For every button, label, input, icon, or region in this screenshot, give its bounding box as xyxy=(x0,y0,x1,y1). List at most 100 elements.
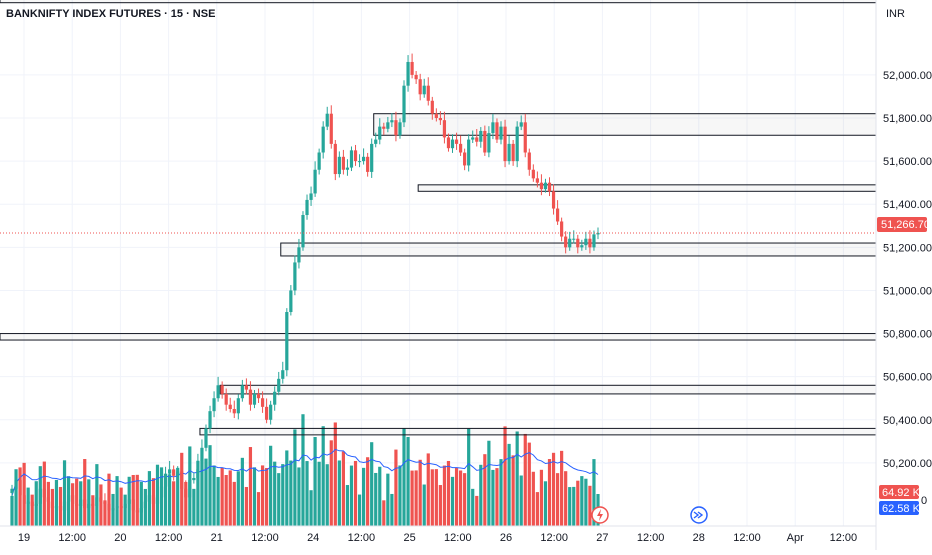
candle-body xyxy=(285,312,289,371)
volume-bar xyxy=(139,481,143,526)
zones xyxy=(0,0,877,436)
x-tick-label: 12:00 xyxy=(637,532,665,544)
candle-body xyxy=(66,495,71,502)
candle-body xyxy=(228,404,232,410)
volume-bar xyxy=(483,454,487,526)
y-tick-label: 50,200.00 xyxy=(883,458,932,470)
volume-bar xyxy=(321,426,325,526)
candle-body xyxy=(531,169,535,179)
volume-bar xyxy=(168,474,172,526)
volume-bar xyxy=(555,473,560,526)
candle-body xyxy=(535,178,539,183)
volume-bar xyxy=(252,467,257,526)
volume-bar xyxy=(224,475,228,526)
candle-body xyxy=(317,152,321,170)
volume-bar xyxy=(584,478,588,526)
candle-body xyxy=(434,113,438,119)
candle-body xyxy=(378,126,382,140)
candle-body xyxy=(62,501,67,511)
candle-body xyxy=(46,497,50,502)
candle-body xyxy=(111,508,115,511)
candle-body xyxy=(394,120,398,136)
candle-body xyxy=(333,143,337,175)
candle-body xyxy=(572,238,576,240)
volume-bar xyxy=(236,471,240,526)
volume-bar xyxy=(454,467,459,526)
volume-bar xyxy=(176,467,180,526)
candle-body xyxy=(499,126,503,140)
volume-bar xyxy=(305,461,309,526)
volume-bar xyxy=(463,473,467,526)
volume-bar xyxy=(362,467,366,526)
candle-body xyxy=(252,393,257,405)
candle-body xyxy=(325,113,329,127)
volume-bar xyxy=(487,440,491,526)
candle-body xyxy=(289,290,293,313)
volume-bar xyxy=(293,429,297,526)
volume-bar xyxy=(10,495,14,526)
volume-bar xyxy=(479,464,483,526)
x-tick-label: 28 xyxy=(693,532,705,544)
x-tick-label: 24 xyxy=(307,532,319,544)
x-tick-label: 12:00 xyxy=(830,532,858,544)
candle-body xyxy=(370,143,374,172)
volume-bar xyxy=(471,488,475,526)
candle-body xyxy=(539,182,544,190)
candle-body xyxy=(309,193,313,200)
supply-demand-zone xyxy=(373,113,877,136)
volume-bar xyxy=(200,460,204,526)
candle-body xyxy=(547,182,552,192)
candle-body xyxy=(244,385,248,390)
candle-body xyxy=(220,385,224,394)
volume-bar xyxy=(301,414,305,526)
candle-body xyxy=(418,79,422,95)
volume-bar xyxy=(390,493,394,526)
fast-forward-icon[interactable] xyxy=(690,506,708,524)
candle-body xyxy=(555,208,560,222)
volume-bar xyxy=(438,485,442,526)
candle-body xyxy=(79,499,83,506)
volume-bar xyxy=(467,428,471,526)
candle-body xyxy=(345,167,350,170)
candle-body xyxy=(269,404,273,420)
candle-body xyxy=(91,503,95,506)
candle-body xyxy=(30,501,34,506)
volume-bar xyxy=(588,485,592,526)
candle-body xyxy=(463,152,467,166)
candle-body xyxy=(159,486,164,498)
candle-body xyxy=(26,501,30,504)
candle-body xyxy=(357,161,362,163)
candle-body xyxy=(382,126,386,129)
volume-bar xyxy=(337,460,341,526)
candle-body xyxy=(10,488,14,494)
volume-bar xyxy=(232,481,236,526)
candle-body xyxy=(458,143,463,153)
volume-text: 64.92 K xyxy=(882,487,921,499)
candle-body xyxy=(260,398,265,407)
lightning-icon[interactable] xyxy=(591,506,609,524)
currency-label: INR xyxy=(886,8,905,20)
candle-body xyxy=(454,139,459,144)
candle-body xyxy=(54,506,59,509)
candle-body xyxy=(204,428,208,448)
volume-bar xyxy=(281,464,285,526)
volume-bar xyxy=(422,484,426,526)
supply-demand-zone xyxy=(0,0,877,4)
y-axis: 50,200.00 50,400.00 50,600.00 50,800.00 51,0… xyxy=(875,0,932,550)
candle-body xyxy=(543,182,548,190)
candle-body xyxy=(256,393,261,399)
volume-bar xyxy=(353,460,358,526)
candle-body xyxy=(495,122,499,140)
candle-body xyxy=(438,118,442,121)
volume-bar xyxy=(406,437,410,526)
volume-bar xyxy=(240,457,244,526)
candle-body xyxy=(34,503,38,506)
volume-ma-badge: 62.58 K xyxy=(879,501,921,515)
candle-body xyxy=(297,247,301,263)
chart-title: BANKNIFTY INDEX FUTURES · 15 · NSE xyxy=(6,8,215,20)
candle-body xyxy=(576,238,580,248)
volume-bar xyxy=(184,481,188,526)
volume-bar xyxy=(523,433,527,526)
